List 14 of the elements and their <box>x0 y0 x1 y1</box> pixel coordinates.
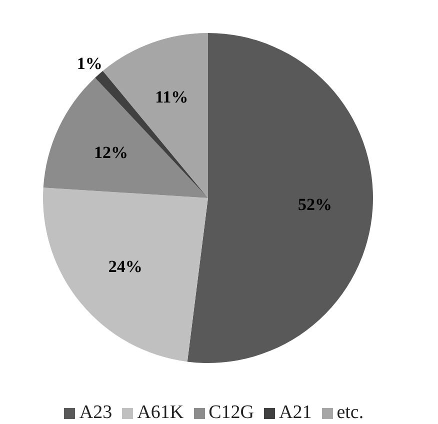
pie-slice <box>43 78 208 198</box>
legend-label: A21 <box>278 402 312 423</box>
legend-label: C12G <box>208 402 254 423</box>
data-label: 52% <box>298 195 332 214</box>
data-label: 12% <box>94 142 128 162</box>
data-label: 1% <box>76 54 102 74</box>
pie-slice <box>187 33 373 363</box>
data-label: 24% <box>108 256 142 276</box>
legend-label: etc. <box>336 402 364 423</box>
legend-label: A23 <box>79 402 112 423</box>
legend-label: A61K <box>137 402 184 423</box>
pie-slice <box>95 70 208 198</box>
data-label: 11% <box>155 88 188 107</box>
pie-slice <box>43 188 208 362</box>
